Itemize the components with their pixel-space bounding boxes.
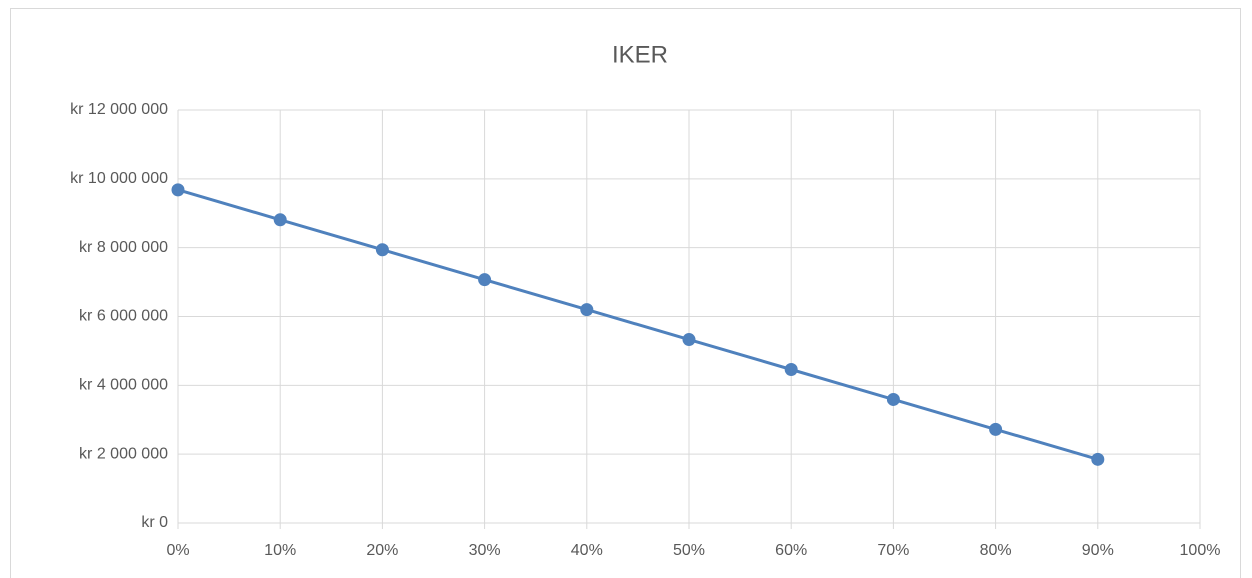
y-tick-label: kr 2 000 000	[79, 445, 168, 462]
x-tick-label: 80%	[980, 542, 1012, 559]
marker	[886, 392, 900, 406]
x-tick-label: 30%	[469, 542, 501, 559]
marker	[375, 243, 389, 257]
y-tick-label: kr 8 000 000	[79, 239, 168, 256]
chart-title: IKER	[612, 41, 668, 68]
y-tick-label: kr 12 000 000	[70, 101, 168, 118]
x-tick-label: 60%	[775, 542, 807, 559]
x-tick-label: 90%	[1082, 542, 1114, 559]
marker	[682, 333, 696, 347]
marker	[273, 213, 287, 227]
marker	[580, 303, 594, 317]
x-tick-label: 10%	[264, 542, 296, 559]
y-tick-label: kr 0	[141, 514, 168, 531]
x-tick-label: 100%	[1180, 542, 1221, 559]
marker	[784, 363, 798, 377]
marker	[171, 183, 185, 197]
marker	[478, 273, 492, 287]
x-tick-label: 50%	[673, 542, 705, 559]
x-tick-label: 0%	[166, 542, 189, 559]
x-tick-label: 20%	[366, 542, 398, 559]
y-tick-label: kr 4 000 000	[79, 377, 168, 394]
line	[177, 188, 1099, 461]
marker	[1091, 452, 1105, 466]
chart-border	[10, 8, 1241, 578]
marker	[989, 422, 1003, 436]
y-tick-label: kr 6 000 000	[79, 308, 168, 325]
y-tick-label: kr 10 000 000	[70, 170, 168, 187]
x-tick-label: 70%	[877, 542, 909, 559]
x-tick-label: 40%	[571, 542, 603, 559]
